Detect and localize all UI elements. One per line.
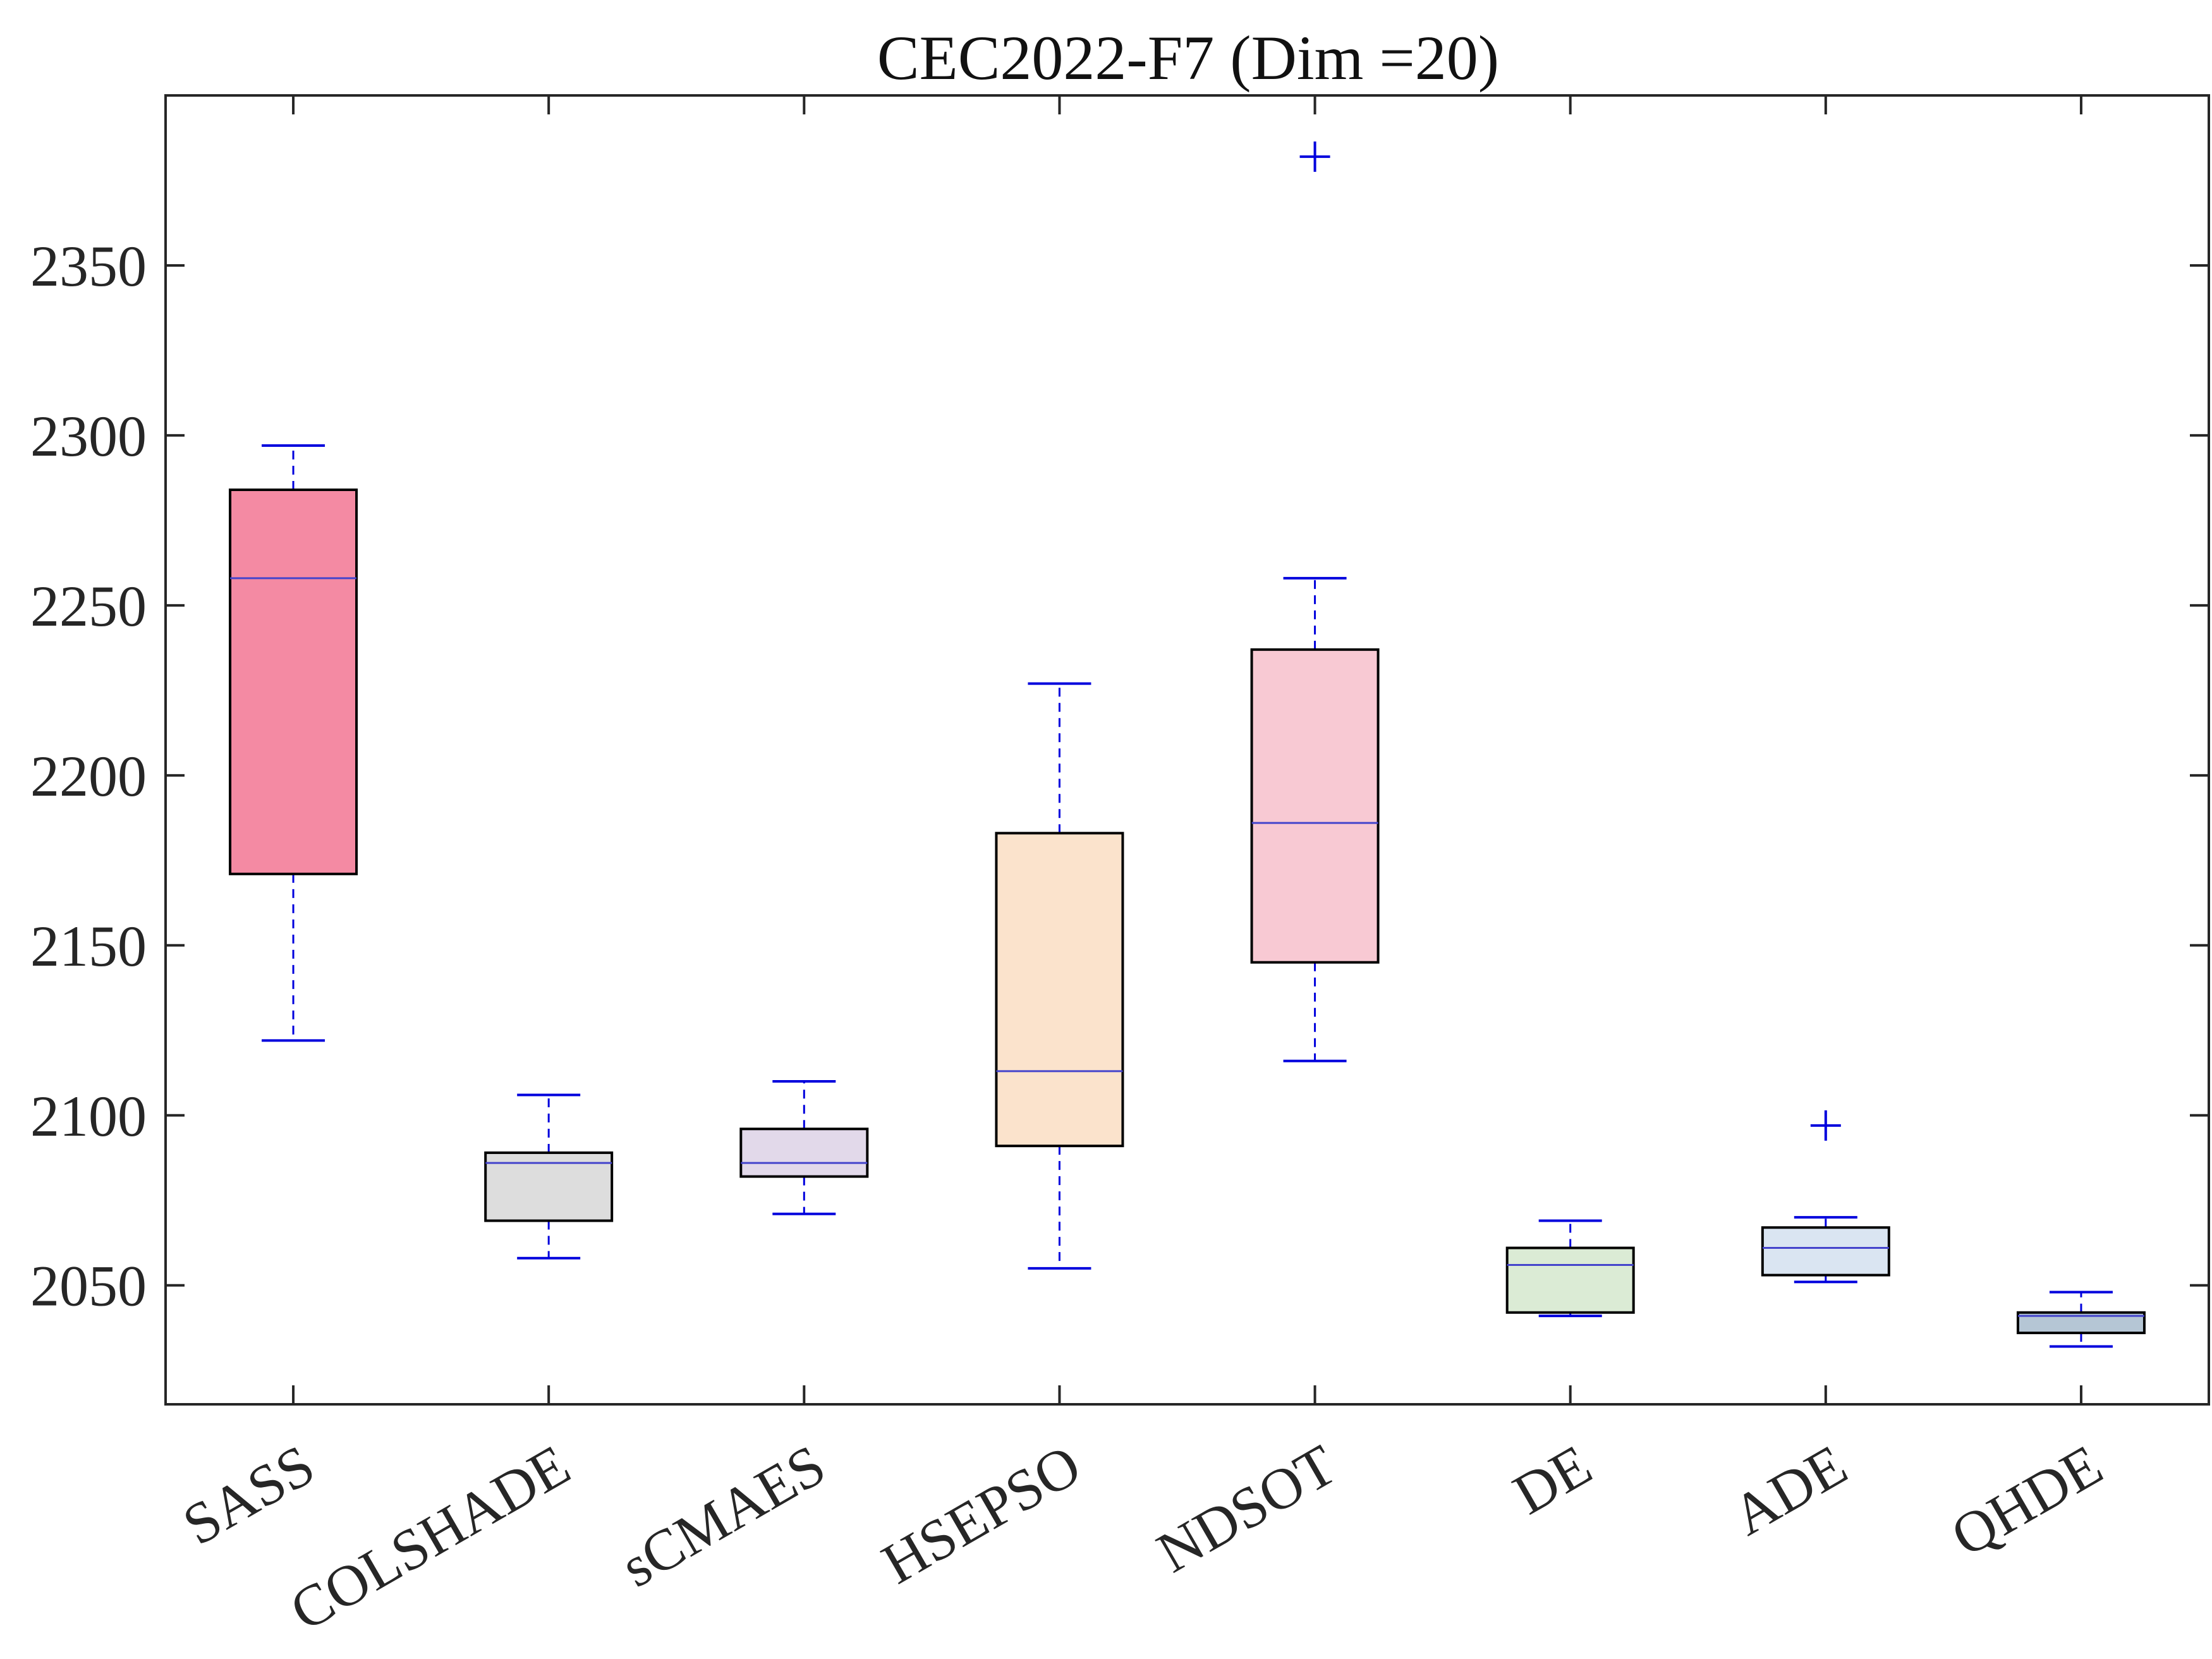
iqr-box — [739, 1127, 869, 1178]
box-group-de — [1505, 1219, 1635, 1318]
box-group-ndsot — [1250, 141, 1380, 1062]
x-category-label: HSEPSO — [872, 1432, 1091, 1596]
iqr-box — [995, 832, 1124, 1148]
x-category-label: ADE — [1722, 1432, 1857, 1548]
box-group-scmaes — [739, 1079, 869, 1215]
x-category-label: sCMAES — [611, 1432, 836, 1600]
iqr-box — [484, 1151, 614, 1222]
iqr-box — [1505, 1246, 1635, 1314]
y-tick-label: 2050 — [30, 1254, 147, 1318]
x-category-label: QHDE — [1941, 1432, 2113, 1569]
iqr-box — [229, 488, 358, 875]
chart-title: CEC2022-F7 (Dim =20) — [877, 23, 1499, 93]
plot-area: 2050 2100 2150 2200 2250 2300 2350 SASSCOLSHADE… — [30, 95, 2209, 1643]
y-tick-label: 2350 — [30, 234, 147, 298]
y-tick-label: 2150 — [30, 914, 147, 978]
box-group-qhde — [2016, 1291, 2146, 1348]
y-tick-label: 2300 — [30, 404, 147, 468]
x-category-label: DE — [1502, 1432, 1601, 1527]
x-category-label: NDSOT — [1146, 1432, 1347, 1585]
box-group-ade — [1761, 1110, 1890, 1284]
x-category-label: COLSHADE — [279, 1432, 580, 1643]
y-tick-label: 2100 — [30, 1084, 147, 1148]
box-group-sass — [229, 444, 358, 1042]
outlier-marker — [1299, 141, 1330, 172]
y-tick-label: 2250 — [30, 574, 147, 638]
axes-frame — [164, 94, 2210, 1406]
y-tick-label: 2200 — [30, 744, 147, 808]
box-group-hsepso — [995, 682, 1124, 1270]
iqr-box — [1761, 1226, 1890, 1277]
x-category-label: SASS — [173, 1432, 325, 1557]
outlier-marker — [1810, 1110, 1841, 1141]
iqr-box — [1250, 648, 1380, 964]
box-group-colshade — [484, 1093, 614, 1260]
